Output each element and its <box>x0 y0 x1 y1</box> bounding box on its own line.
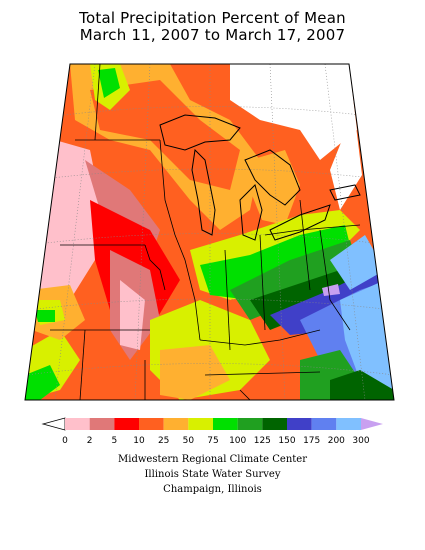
legend-label: 25 <box>158 436 169 446</box>
legend-label: 0 <box>62 436 68 446</box>
legend-label: 150 <box>278 436 295 446</box>
legend-label: 2 <box>87 436 93 446</box>
legend-label: 75 <box>207 436 218 446</box>
map-title: Total Precipitation Percent of Mean <box>79 9 346 27</box>
legend-swatch <box>237 418 263 430</box>
state-boundaries <box>50 64 361 400</box>
zone-light-blue-east <box>340 280 394 400</box>
credit-center: Midwestern Regional Climate Center <box>118 454 307 465</box>
zone-pink-west <box>40 140 100 300</box>
legend-swatch <box>262 418 287 430</box>
credit-survey: Illinois State Water Survey <box>144 469 281 480</box>
great-lakes-outline <box>159 114 361 241</box>
legend-arrow-low <box>41 417 66 431</box>
legend-label: 50 <box>183 436 195 446</box>
legend-label: 175 <box>303 436 320 446</box>
legend-arrow-high <box>361 418 383 430</box>
legend-label: 10 <box>133 436 145 446</box>
zone-white-northeast <box>230 64 357 160</box>
legend-swatch <box>65 418 90 430</box>
legend-label: 100 <box>229 436 246 446</box>
legend-swatch <box>139 418 164 430</box>
legend-label: 300 <box>352 436 369 446</box>
zone-dark-green-southeast <box>330 370 394 400</box>
legend-swatch <box>311 418 337 430</box>
zone-green-nw <box>98 68 120 98</box>
legend-swatch <box>287 418 312 430</box>
zone-lavender-east <box>322 284 340 296</box>
legend-swatch <box>188 418 213 430</box>
map-date-range: March 11, 2007 to March 17, 2007 <box>79 26 346 44</box>
map-frame <box>24 63 395 401</box>
zone-green-west <box>35 310 55 322</box>
legend-label: 5 <box>111 436 117 446</box>
legend-label: 125 <box>254 436 271 446</box>
zone-orange-north <box>90 80 240 190</box>
zone-green-ohio <box>200 225 350 300</box>
zone-pink-central <box>120 280 145 350</box>
zone-light-orange-south <box>160 345 230 400</box>
credit-location: Champaign, Illinois <box>163 484 262 495</box>
legend-label: 200 <box>328 436 345 446</box>
zone-light-orange-michigan <box>250 150 300 225</box>
legend-swatch <box>89 418 115 430</box>
zone-light-blue-northeast <box>330 235 385 290</box>
legend-swatch <box>213 418 238 430</box>
legend-swatch <box>163 418 189 430</box>
zone-green-southwest <box>25 365 60 400</box>
legend-swatch <box>336 418 361 430</box>
precipitation-fill <box>25 64 394 400</box>
graticule <box>25 64 394 400</box>
legend-swatch <box>114 418 139 430</box>
